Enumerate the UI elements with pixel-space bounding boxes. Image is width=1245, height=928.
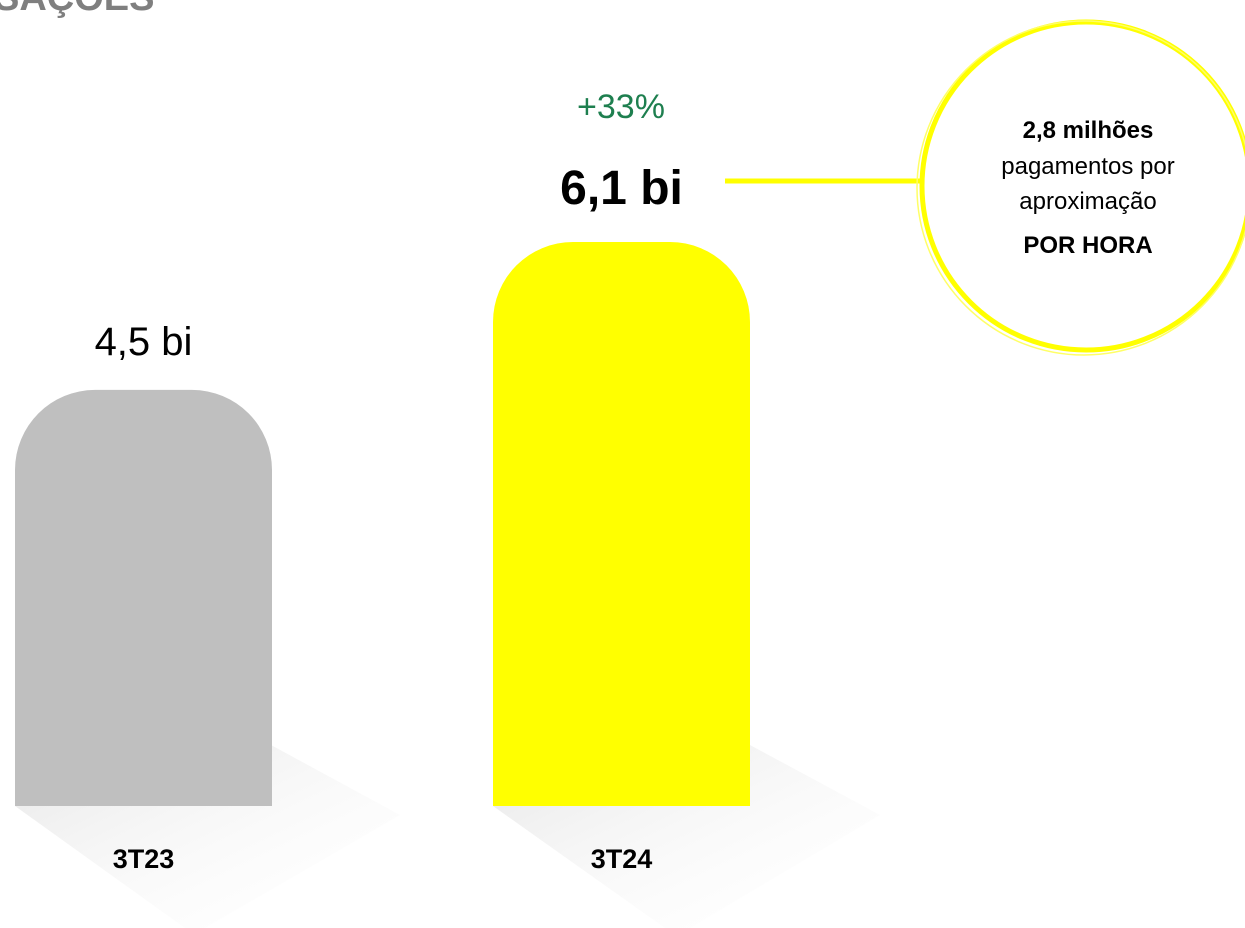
callout-text: POR HORA: [1023, 232, 1152, 259]
x-tick-label: 3T24: [591, 844, 653, 874]
bar: [493, 242, 750, 806]
x-tick-label: 3T23: [113, 844, 175, 874]
callout-text: aproximação: [1019, 188, 1156, 215]
value-label: 4,5 bi: [95, 320, 193, 364]
chart-title: SAÇÕES: [0, 0, 154, 19]
callout-ring: [916, 20, 1245, 356]
annotation: +33%: [577, 88, 665, 126]
callout-text: 2,8 milhões: [1023, 117, 1154, 144]
callout-circle: [919, 19, 1245, 353]
value-label: 6,1 bi: [560, 162, 683, 215]
callout-text: pagamentos por: [1001, 153, 1174, 180]
bar: [15, 389, 272, 806]
